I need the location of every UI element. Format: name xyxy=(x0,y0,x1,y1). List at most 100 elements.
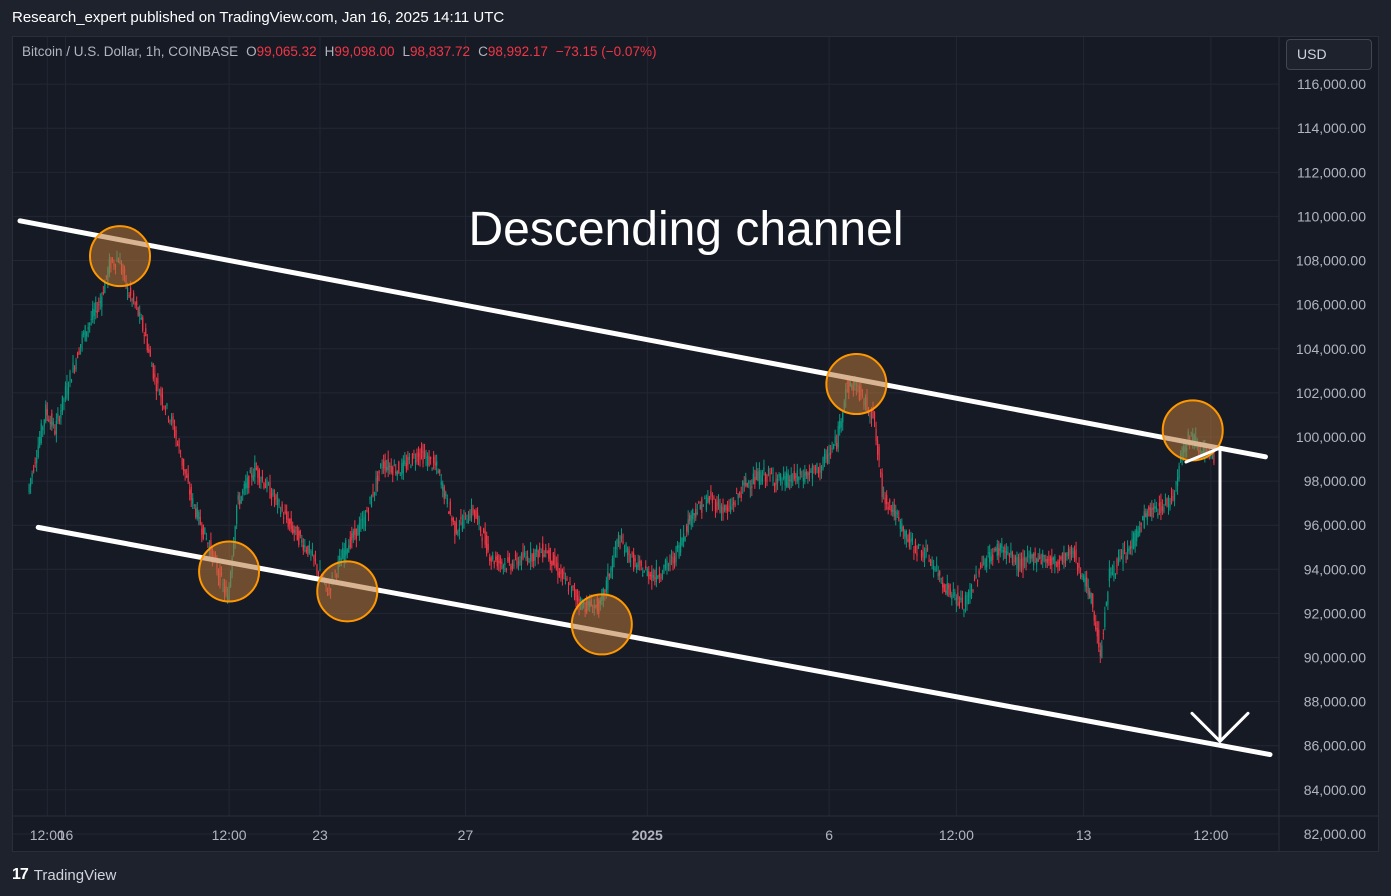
candle-body xyxy=(649,574,651,577)
candle-body xyxy=(883,491,885,493)
candle-body xyxy=(1037,558,1039,562)
candle-body xyxy=(1213,453,1215,464)
candle-body xyxy=(1107,592,1109,605)
currency-button[interactable]: USD xyxy=(1286,39,1372,70)
candle-body xyxy=(619,541,621,548)
candle-body xyxy=(354,528,356,536)
candle-body xyxy=(967,592,970,604)
candle-body xyxy=(480,527,482,533)
candle-body xyxy=(78,350,80,355)
candle-body xyxy=(645,566,647,569)
candle-body xyxy=(723,504,726,511)
candle-body xyxy=(536,546,538,552)
candle-body xyxy=(778,473,780,478)
candle-body xyxy=(186,475,188,478)
candle-body xyxy=(1042,553,1044,561)
candle-body xyxy=(390,466,392,473)
candle-body xyxy=(66,382,68,399)
candle-body xyxy=(89,323,91,325)
candle-body xyxy=(180,456,182,458)
candle-body xyxy=(86,331,88,337)
candle-body xyxy=(134,302,136,306)
candle-body xyxy=(526,556,529,563)
candle-body xyxy=(623,550,626,554)
candle-body xyxy=(636,564,638,570)
candle-body xyxy=(699,504,701,510)
candle-body xyxy=(1134,530,1136,547)
candle-body xyxy=(104,282,106,294)
candle-body xyxy=(389,465,391,468)
candle-body xyxy=(1016,557,1018,569)
candle-body xyxy=(161,393,164,405)
candle-body xyxy=(730,506,732,513)
candle-body xyxy=(1025,557,1027,568)
y-tick-label: 82,000.00 xyxy=(1304,826,1366,842)
candle-body xyxy=(533,553,535,562)
candle-body xyxy=(142,317,144,331)
candle-body xyxy=(549,548,551,564)
candle-body xyxy=(725,505,727,511)
candle-body xyxy=(101,296,103,308)
touch-highlight-circle xyxy=(316,560,379,623)
candle-body xyxy=(666,560,668,570)
x-tick-label: 13 xyxy=(1076,827,1092,843)
candle-body xyxy=(257,466,259,478)
candle-body xyxy=(875,428,877,441)
legend-high-label: H xyxy=(324,44,335,59)
candle-body xyxy=(769,472,771,475)
candle-body xyxy=(1046,558,1048,564)
candle-body xyxy=(1019,558,1021,570)
candle-body xyxy=(308,544,310,554)
candle-body xyxy=(51,413,53,427)
candle-body xyxy=(893,504,895,517)
candle-body xyxy=(289,519,291,525)
candle-body xyxy=(787,473,789,488)
candle-body xyxy=(930,560,932,567)
candle-body xyxy=(908,532,910,547)
candle-body xyxy=(30,478,32,487)
candle-body xyxy=(446,498,448,505)
candle-body xyxy=(357,525,359,536)
candle-body xyxy=(936,564,938,566)
candle-body xyxy=(451,518,453,521)
touch-highlight-circle xyxy=(89,225,151,288)
x-tick-label: 12:00 xyxy=(30,827,65,843)
candle-body xyxy=(60,409,62,419)
candle-body xyxy=(193,504,195,506)
candle-body xyxy=(999,544,1001,551)
candle-body xyxy=(942,582,944,588)
candle-body xyxy=(473,509,476,517)
candle-body xyxy=(1104,612,1106,627)
candle-body xyxy=(928,560,930,562)
candle-body xyxy=(196,507,198,519)
candle-body xyxy=(513,564,515,566)
candle-body xyxy=(1137,531,1139,537)
candle-body xyxy=(1040,560,1042,564)
candle-body xyxy=(158,394,160,396)
legend-open-label: O xyxy=(246,44,257,59)
candle-body xyxy=(249,469,251,473)
candle-body xyxy=(705,499,707,511)
candle-body xyxy=(1108,569,1110,582)
candle-body xyxy=(749,488,751,490)
candle-body xyxy=(1034,552,1036,556)
candle-body xyxy=(872,406,874,418)
candle-body xyxy=(40,423,42,443)
candle-body xyxy=(896,512,898,514)
candle-body xyxy=(445,492,447,497)
candle-body xyxy=(301,539,303,543)
candle-body xyxy=(1057,562,1059,568)
candle-body xyxy=(413,454,415,456)
candle-body xyxy=(754,477,756,485)
candle-body xyxy=(1114,573,1117,576)
candle-body xyxy=(425,456,427,459)
candle-body xyxy=(280,511,282,515)
candle-body xyxy=(1089,590,1091,598)
candle-body xyxy=(470,504,473,518)
candle-body xyxy=(399,474,401,476)
candle-body xyxy=(820,466,823,474)
candle-body xyxy=(922,551,924,557)
candle-body xyxy=(802,477,804,482)
candle-body xyxy=(972,590,974,592)
